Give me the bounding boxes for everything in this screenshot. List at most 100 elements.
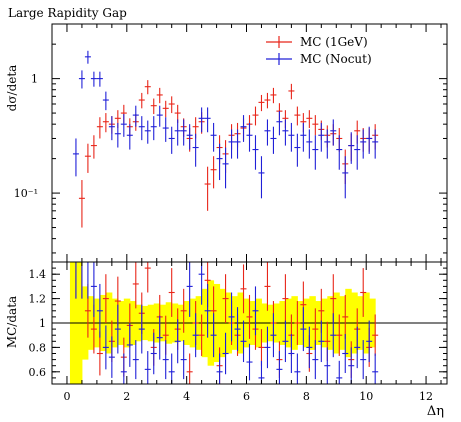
legend: MC (1GeV) MC (Nocut) bbox=[266, 35, 372, 66]
ratio-point-nocut bbox=[276, 351, 283, 384]
ratio-point-nocut bbox=[264, 326, 271, 369]
ratio-point-nocut bbox=[126, 323, 133, 367]
main-point-nocut bbox=[276, 111, 283, 136]
main-point-nocut bbox=[234, 129, 241, 159]
main-point-nocut bbox=[126, 124, 133, 150]
ratio-point-nocut bbox=[252, 286, 259, 336]
ratio-point-nocut bbox=[210, 313, 217, 358]
main-point-1gev bbox=[102, 113, 109, 133]
main-point-nocut bbox=[222, 147, 229, 189]
ratio-point-nocut bbox=[156, 315, 163, 360]
ratio-point-nocut bbox=[180, 340, 187, 380]
main-point-nocut bbox=[120, 114, 127, 137]
ratio-point-nocut bbox=[108, 336, 115, 378]
ratio-point-nocut bbox=[360, 340, 367, 380]
ratio-point-1gev bbox=[102, 274, 109, 323]
ratio-point-1gev bbox=[336, 314, 343, 356]
ratio-point-nocut bbox=[96, 283, 103, 338]
ratio-point-1gev bbox=[360, 268, 367, 317]
main-point-nocut bbox=[294, 133, 301, 167]
ratio-point-nocut bbox=[270, 313, 277, 358]
main-point-nocut bbox=[300, 122, 307, 152]
ratio-point-nocut bbox=[90, 262, 97, 317]
ratio-y-axis-label: MC/data bbox=[5, 296, 19, 348]
main-point-nocut bbox=[198, 107, 205, 133]
ratio-point-nocut bbox=[198, 262, 205, 305]
main-point-1gev bbox=[264, 92, 271, 109]
main-point-1gev bbox=[168, 96, 175, 114]
ratio-point-nocut bbox=[192, 313, 199, 358]
main-point-nocut bbox=[342, 156, 349, 199]
ratio-point-1gev bbox=[246, 294, 253, 339]
main-point-nocut bbox=[138, 116, 145, 141]
ratio-point-nocut bbox=[174, 319, 181, 364]
main-point-nocut bbox=[216, 143, 223, 181]
ratio-point-nocut bbox=[240, 320, 247, 363]
main-point-1gev bbox=[78, 180, 85, 228]
ratio-point-nocut bbox=[300, 307, 307, 352]
ratio-point-1gev bbox=[294, 301, 301, 345]
legend-label-1gev: MC (1GeV) bbox=[300, 35, 368, 49]
ratio-point-nocut bbox=[324, 347, 331, 384]
chart-title: Large Rapidity Gap bbox=[8, 6, 127, 20]
main-point-1gev bbox=[270, 87, 277, 104]
ratio-point-nocut bbox=[318, 320, 325, 363]
ratio-point-nocut bbox=[102, 325, 109, 370]
ratio-point-1gev bbox=[258, 329, 265, 366]
main-point-1gev bbox=[294, 106, 301, 126]
main-y-axis-label: dσ/deta bbox=[5, 65, 19, 112]
ratio-point-nocut bbox=[294, 353, 301, 384]
main-point-nocut bbox=[144, 120, 151, 144]
ratio-y-tick-label: 1.2 bbox=[29, 293, 47, 306]
main-point-nocut bbox=[354, 135, 361, 170]
main-point-nocut bbox=[78, 70, 85, 89]
ratio-point-nocut bbox=[246, 343, 253, 381]
main-point-1gev bbox=[156, 87, 163, 104]
main-point-1gev bbox=[90, 135, 97, 159]
main-point-1gev bbox=[312, 115, 319, 136]
main-point-nocut bbox=[282, 119, 289, 146]
main-point-nocut bbox=[324, 129, 331, 159]
ratio-point-1gev bbox=[282, 274, 289, 323]
main-point-1gev bbox=[84, 143, 91, 173]
main-point-1gev bbox=[144, 80, 151, 95]
main-point-nocut bbox=[114, 122, 121, 148]
ratio-point-1gev bbox=[372, 314, 379, 356]
main-point-nocut bbox=[204, 107, 211, 133]
main-point-nocut bbox=[288, 122, 295, 152]
ratio-point-nocut bbox=[372, 353, 379, 384]
main-point-nocut bbox=[192, 133, 199, 167]
ratio-y-tick-label: 0.6 bbox=[29, 366, 47, 379]
main-point-nocut bbox=[156, 105, 163, 127]
ratio-point-nocut bbox=[336, 360, 343, 384]
main-y-tick-label: 10⁻¹ bbox=[14, 187, 38, 200]
ratio-point-nocut bbox=[354, 326, 361, 369]
main-point-nocut bbox=[252, 135, 259, 170]
x-axis-label: Δη bbox=[427, 404, 444, 419]
main-point-nocut bbox=[162, 117, 169, 142]
main-point-nocut bbox=[228, 129, 235, 159]
main-point-1gev bbox=[204, 166, 211, 211]
main-point-nocut bbox=[90, 71, 97, 87]
main-point-nocut bbox=[264, 119, 271, 146]
ratio-point-nocut bbox=[288, 333, 295, 374]
ratio-point-nocut bbox=[162, 340, 169, 380]
ratio-panel: 0.6 0.8 1 1.2 1.4 0 2 4 6 8 10 12 bbox=[29, 24, 448, 403]
main-point-nocut bbox=[108, 116, 115, 141]
ratio-point-nocut bbox=[222, 332, 229, 375]
main-y-tick-label: 1 bbox=[31, 73, 38, 86]
main-point-nocut bbox=[186, 124, 193, 150]
main-point-nocut bbox=[348, 132, 355, 164]
main-point-1gev bbox=[210, 156, 217, 189]
main-point-nocut bbox=[84, 50, 91, 64]
main-point-nocut bbox=[174, 119, 181, 146]
ratio-point-nocut bbox=[306, 326, 313, 369]
ratio-y-tick-label: 0.8 bbox=[29, 341, 47, 354]
main-point-1gev bbox=[252, 106, 259, 126]
main-point-nocut bbox=[372, 129, 379, 159]
main-point-nocut bbox=[240, 115, 247, 142]
x-tick-label: 0 bbox=[63, 390, 70, 403]
ratio-point-1gev bbox=[96, 331, 103, 376]
main-point-1gev bbox=[258, 94, 265, 112]
x-tick-label: 4 bbox=[183, 390, 190, 403]
